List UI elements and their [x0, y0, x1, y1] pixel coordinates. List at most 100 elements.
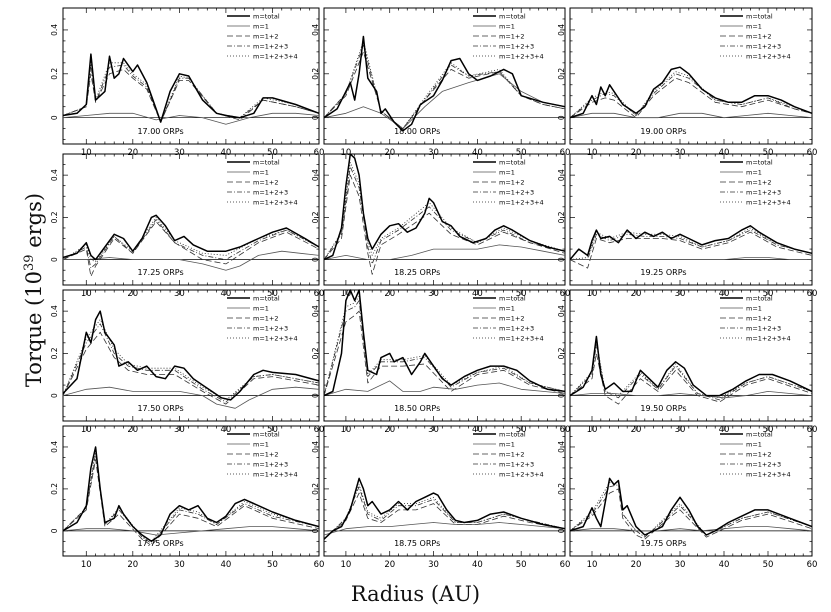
series-line-m-1-2	[569, 231, 813, 269]
series-line-m-1-2	[62, 221, 320, 277]
x-tick-label: 30	[174, 148, 185, 158]
x-tick-label: 30	[428, 148, 439, 158]
legend-label: m=total	[499, 13, 526, 21]
series-line-m-total	[62, 446, 320, 543]
series-line-m-1-2-3-4	[62, 60, 320, 123]
y-tick-label: 0	[50, 257, 59, 262]
y-tick-label: 0	[557, 115, 566, 120]
series-line-m-1	[569, 526, 813, 532]
y-tick-label: 0	[557, 528, 566, 533]
y-tick-label: 0.4	[557, 305, 566, 317]
y-tick-label: 0	[50, 393, 59, 398]
series-line-m-1	[62, 526, 320, 536]
y-tick-label: 0.2	[557, 68, 566, 80]
series-line-m-1-2-3	[62, 64, 320, 123]
x-tick-label: 20	[127, 560, 138, 570]
legend-label: m=1+2	[253, 451, 279, 459]
legend-label: m=total	[499, 431, 526, 439]
panel-label: 17.00 ORPs	[137, 127, 183, 136]
x-tick-label: 10	[81, 148, 92, 158]
legend-label: m=1	[253, 441, 269, 449]
panel-frame	[323, 425, 566, 557]
x-tick-label: 20	[384, 148, 395, 158]
series-line-m-total	[323, 477, 566, 540]
series-line-m-1-2-3-4	[323, 162, 566, 260]
x-tick-label: 10	[587, 148, 598, 158]
series-line-m-1-2	[62, 69, 320, 123]
x-tick-label: 40	[719, 148, 730, 158]
series-line-m-1-2-3	[569, 484, 813, 538]
x-tick-label: 30	[428, 560, 439, 570]
legend-label: m=total	[253, 13, 280, 21]
series-line-m-total	[323, 153, 566, 261]
y-tick-label: 0	[311, 528, 320, 533]
series-line-m-1-2-3	[62, 323, 320, 403]
y-tick-label: 0.4	[557, 441, 566, 453]
x-tick-label: 50	[267, 560, 278, 570]
panel-label: 19.25 ORPs	[640, 268, 686, 277]
x-tick-label: 60	[314, 560, 325, 570]
legend-label: m=1	[746, 169, 762, 177]
panel-frame	[323, 289, 566, 422]
panel-12: 10 20 30 40 50 60 0 0.2 0.4 19.75 ORPs m=total m=1 m…	[557, 425, 817, 570]
legend-label: m=1+2+3+4	[746, 199, 791, 207]
panel-frame	[323, 153, 566, 286]
y-tick-label: 0.2	[311, 347, 320, 359]
panel-frame	[569, 153, 813, 286]
x-axis-title: Radius (AU)	[350, 582, 481, 606]
series-line-m-1	[570, 257, 812, 260]
panel-frame	[62, 289, 320, 422]
y-tick-label: 0.2	[311, 211, 320, 223]
x-tick-label: 50	[763, 148, 774, 158]
panel-label: 19.50 ORPs	[640, 404, 686, 413]
series-line-m-1-2	[569, 488, 813, 540]
legend-label: m=total	[253, 431, 280, 439]
x-tick-label: 30	[675, 560, 686, 570]
series-line-m-total	[569, 66, 813, 119]
y-tick-label: 0.2	[557, 347, 566, 359]
legend-label: m=1+2+3+4	[499, 471, 544, 479]
panel-frame	[62, 425, 320, 557]
x-tick-label: 10	[81, 560, 92, 570]
legend-label: m=1+2+3+4	[253, 335, 298, 343]
x-tick-label: 60	[560, 148, 571, 158]
x-tick-label: 10	[587, 560, 598, 570]
legend-label: m=1+2+3+4	[746, 471, 791, 479]
legend-label: m=1+2	[253, 33, 279, 41]
legend-label: m=1+2+3+4	[499, 53, 544, 61]
x-tick-label: 20	[127, 148, 138, 158]
series-line-m-1-2	[62, 459, 320, 546]
legend-label: m=total	[499, 159, 526, 167]
legend-label: m=1	[499, 305, 515, 313]
legend-label: m=1+2+3+4	[253, 199, 298, 207]
panel-frame	[323, 7, 566, 145]
x-tick-label: 40	[220, 148, 231, 158]
series-line-m-1-2	[569, 77, 813, 119]
x-tick-label: 20	[631, 560, 642, 570]
legend-label: m=1+2	[746, 315, 772, 323]
legend-label: m=1+2+3	[746, 461, 781, 469]
x-tick-label: 50	[763, 560, 774, 570]
x-tick-label: 10	[340, 560, 351, 570]
legend-label: m=1+2+3+4	[499, 199, 544, 207]
y-tick-label: 0	[311, 115, 320, 120]
y-tick-label: 0.4	[311, 169, 320, 181]
panel-frame	[62, 7, 320, 145]
x-tick-label: 50	[267, 148, 278, 158]
series-line-m-1-2	[323, 492, 566, 540]
legend-label: m=total	[746, 159, 773, 167]
y-axis-title-exponent: 39	[22, 254, 37, 272]
y-tick-label: 0.4	[557, 24, 566, 36]
legend-label: m=1	[746, 305, 762, 313]
series-line-m-1	[62, 386, 320, 409]
legend-label: m=1	[746, 23, 762, 31]
y-axis-title-wrap: Torque (1039 ergs)	[14, 140, 54, 440]
x-tick-label: 10	[340, 148, 351, 158]
legend-label: m=1+2+3	[746, 189, 781, 197]
series-line-m-total	[62, 310, 320, 401]
y-tick-label: 0	[50, 115, 59, 120]
x-tick-label: 50	[516, 560, 527, 570]
